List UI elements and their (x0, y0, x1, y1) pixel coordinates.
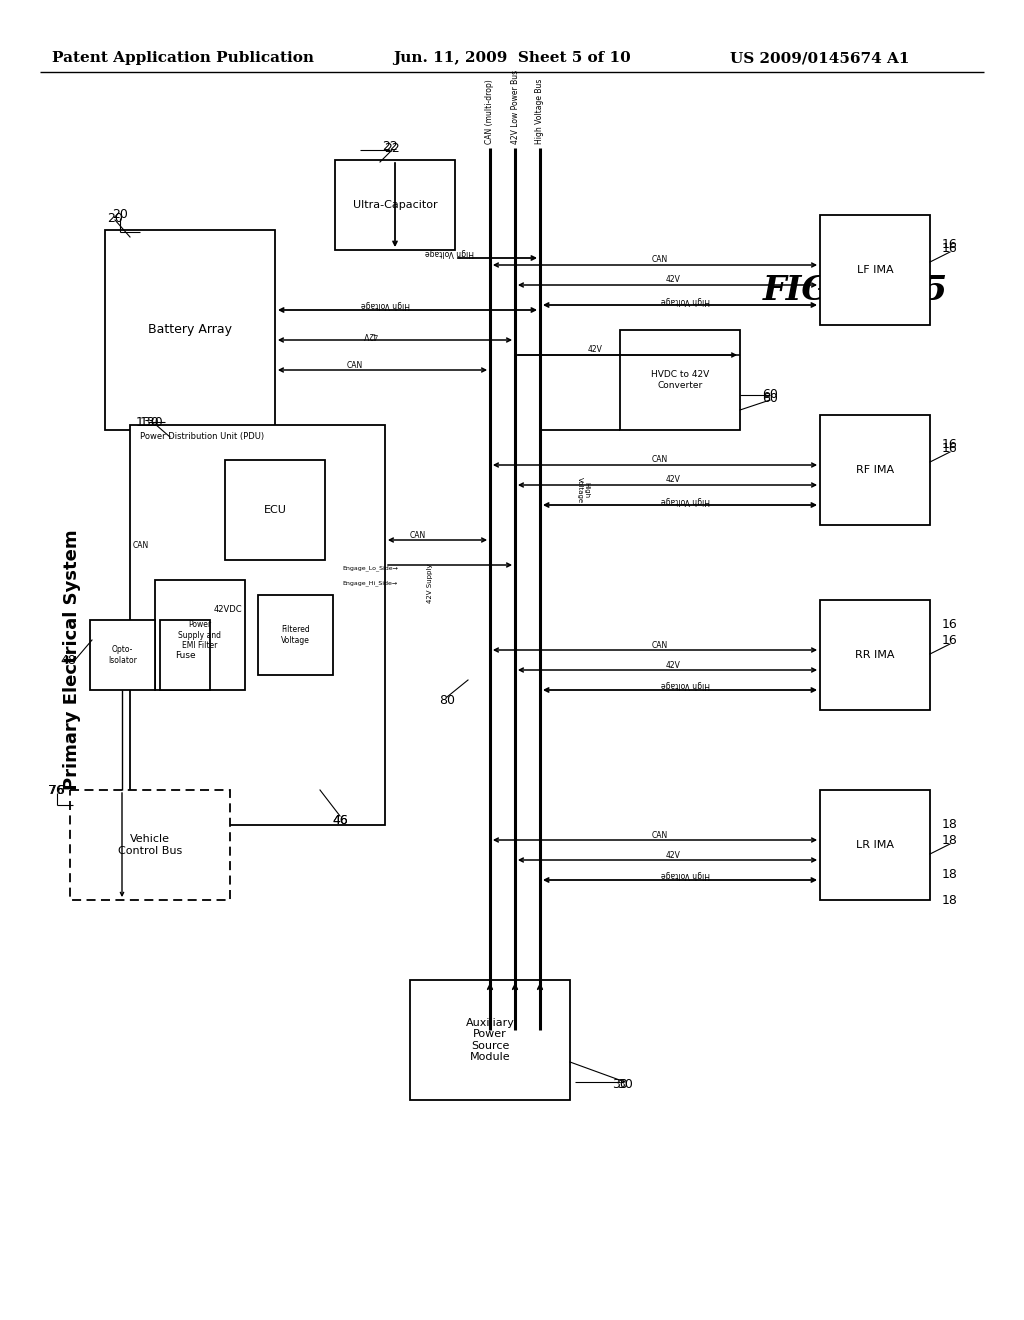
Text: RR IMA: RR IMA (855, 649, 895, 660)
Text: LR IMA: LR IMA (856, 840, 894, 850)
Text: 16: 16 (942, 619, 957, 631)
Text: 42V Supply: 42V Supply (427, 564, 433, 603)
Text: High Voltage: High Voltage (662, 870, 711, 879)
Text: 42V: 42V (666, 850, 680, 859)
Bar (90, 620, 155, 690)
Text: Auxiliary
Power
Source
Module: Auxiliary Power Source Module (466, 1018, 514, 1063)
Bar (820, 601, 930, 710)
Text: High Voltage: High Voltage (662, 681, 711, 689)
Text: 16: 16 (942, 634, 957, 647)
Text: RF IMA: RF IMA (856, 465, 894, 475)
Bar (820, 789, 930, 900)
Text: 42V: 42V (666, 276, 680, 285)
Bar (130, 425, 385, 825)
Bar (160, 620, 210, 690)
Text: HVDC to 42V
Converter: HVDC to 42V Converter (651, 371, 710, 389)
Text: LF IMA: LF IMA (857, 265, 893, 275)
Text: 46: 46 (332, 813, 348, 826)
Text: 16: 16 (942, 242, 957, 255)
Text: Engage_Lo_Side→: Engage_Lo_Side→ (342, 565, 398, 570)
Text: Power Distribution Unit (PDU): Power Distribution Unit (PDU) (140, 432, 264, 441)
Text: 18: 18 (942, 818, 957, 832)
Text: CAN: CAN (133, 540, 150, 549)
Text: CAN (multi-drop): CAN (multi-drop) (485, 79, 495, 144)
Text: 18: 18 (942, 833, 957, 846)
Text: 22: 22 (384, 141, 400, 154)
Text: Engage_Hi_Side→: Engage_Hi_Side→ (342, 581, 397, 586)
Text: 16: 16 (942, 441, 957, 454)
Text: ECU: ECU (263, 506, 287, 515)
Text: 18: 18 (942, 869, 957, 882)
Text: US 2009/0145674 A1: US 2009/0145674 A1 (730, 51, 909, 65)
Text: Vehicle
Control Bus: Vehicle Control Bus (118, 834, 182, 855)
Bar (820, 414, 930, 525)
Text: 76: 76 (49, 784, 65, 796)
Text: 16: 16 (942, 438, 957, 451)
Text: CAN: CAN (347, 360, 364, 370)
Text: High Voltage: High Voltage (426, 248, 474, 257)
Bar (258, 595, 333, 675)
Text: 76: 76 (48, 784, 63, 796)
Text: 42VDC: 42VDC (214, 606, 243, 615)
Text: 16: 16 (942, 239, 957, 252)
Text: 130: 130 (140, 416, 164, 429)
Bar (225, 459, 325, 560)
Bar (410, 979, 570, 1100)
Text: Filtered
Voltage: Filtered Voltage (281, 626, 310, 644)
Text: 30: 30 (617, 1078, 633, 1092)
Text: CAN: CAN (652, 830, 668, 840)
Bar (620, 330, 740, 430)
Text: 20: 20 (108, 211, 123, 224)
Text: 60: 60 (762, 388, 778, 401)
Text: 18: 18 (942, 894, 957, 907)
Text: 130: 130 (136, 416, 160, 429)
Text: 42V: 42V (666, 660, 680, 669)
Text: Jun. 11, 2009  Sheet 5 of 10: Jun. 11, 2009 Sheet 5 of 10 (393, 51, 631, 65)
Text: 42V: 42V (666, 475, 680, 484)
Text: 20: 20 (112, 209, 128, 222)
Text: 48: 48 (60, 653, 76, 667)
Text: 22: 22 (382, 140, 398, 153)
Text: 46: 46 (332, 813, 348, 826)
Bar (70, 789, 230, 900)
Text: CAN: CAN (652, 256, 668, 264)
Text: CAN: CAN (652, 640, 668, 649)
Text: High Voltage: High Voltage (360, 301, 410, 309)
Bar (155, 579, 245, 690)
Text: High
Voltage: High Voltage (577, 477, 590, 503)
Text: FIGURE 5: FIGURE 5 (763, 273, 947, 306)
Text: Opto-
Isolator: Opto- Isolator (109, 645, 137, 665)
Text: 42V: 42V (588, 346, 602, 355)
Text: Patent Application Publication: Patent Application Publication (52, 51, 314, 65)
Text: 42V Low Power Bus: 42V Low Power Bus (511, 70, 519, 144)
Text: Primary Electrical System: Primary Electrical System (63, 529, 81, 791)
Text: High Voltage: High Voltage (662, 296, 711, 305)
Text: CAN: CAN (652, 455, 668, 465)
Text: 42V: 42V (362, 330, 378, 339)
Text: CAN: CAN (410, 531, 426, 540)
Text: Ultra-Capacitor: Ultra-Capacitor (352, 201, 437, 210)
Text: 80: 80 (439, 693, 455, 706)
Bar (820, 215, 930, 325)
Text: 60: 60 (762, 392, 778, 404)
Text: High Voltage: High Voltage (662, 495, 711, 504)
Bar (335, 160, 455, 249)
Text: Fuse: Fuse (175, 651, 196, 660)
Text: 30: 30 (612, 1078, 628, 1092)
Bar (105, 230, 275, 430)
Text: Battery Array: Battery Array (148, 323, 232, 337)
Text: High Voltage Bus: High Voltage Bus (536, 79, 545, 144)
Text: Power
Supply and
EMI Filter: Power Supply and EMI Filter (178, 620, 221, 649)
